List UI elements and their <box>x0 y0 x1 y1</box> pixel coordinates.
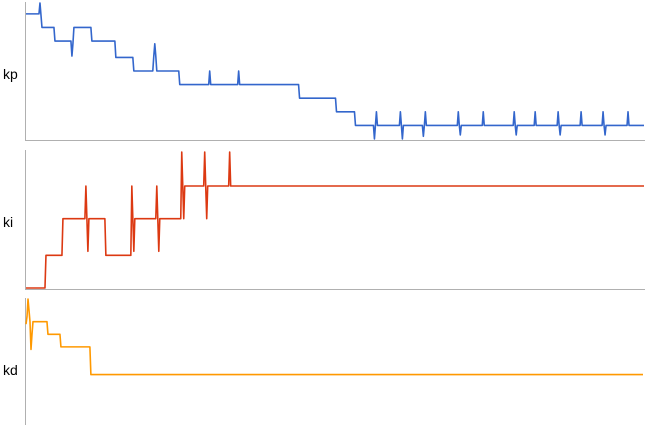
panel-kd: kd <box>3 298 643 425</box>
panel-kp: kp <box>3 2 645 141</box>
ki-series-line <box>26 151 644 289</box>
panel-ki: ki <box>3 150 645 290</box>
kd-series-line <box>25 298 643 376</box>
kp-axis-label: kp <box>3 66 18 82</box>
kd-axis-label: kd <box>3 362 18 378</box>
kp-series-line <box>26 2 644 140</box>
ki-axis-label: ki <box>3 214 13 230</box>
